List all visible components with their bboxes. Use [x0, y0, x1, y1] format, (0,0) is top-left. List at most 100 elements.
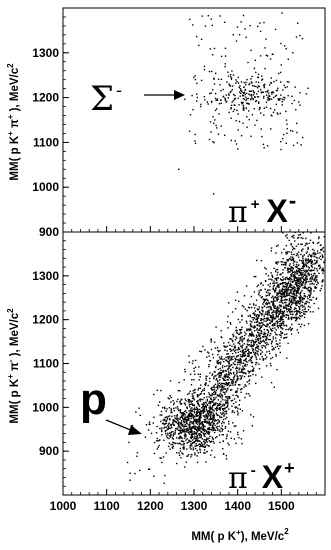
data-point	[307, 258, 309, 260]
data-point	[199, 436, 201, 439]
data-point	[258, 292, 260, 294]
data-point	[187, 417, 189, 419]
data-point	[199, 376, 201, 378]
data-point	[248, 110, 250, 112]
data-point	[282, 283, 284, 285]
data-point	[197, 452, 200, 454]
data-point	[219, 430, 221, 433]
data-point	[202, 415, 205, 417]
data-point	[267, 306, 269, 308]
data-point	[312, 242, 315, 244]
data-point	[299, 300, 301, 302]
data-point	[213, 389, 215, 391]
data-point	[147, 429, 150, 431]
data-point	[198, 443, 200, 446]
data-point	[240, 92, 242, 95]
data-point	[277, 244, 279, 247]
data-point	[283, 99, 285, 101]
data-point	[243, 337, 245, 339]
data-point	[194, 133, 196, 136]
data-point	[219, 416, 221, 419]
data-point	[264, 47, 266, 49]
data-point	[279, 305, 281, 307]
data-point	[239, 378, 242, 380]
data-point	[193, 404, 196, 406]
data-point	[287, 278, 289, 280]
data-point	[212, 419, 214, 422]
data-point	[280, 330, 282, 333]
data-point	[260, 331, 263, 333]
data-point	[188, 410, 190, 412]
data-point	[260, 352, 262, 355]
data-point	[247, 354, 250, 356]
data-point	[273, 284, 275, 287]
data-point	[240, 391, 242, 393]
data-point	[291, 258, 293, 260]
data-point	[300, 274, 303, 277]
data-point	[252, 373, 254, 376]
data-point	[286, 237, 288, 239]
data-point	[211, 100, 213, 103]
data-point	[228, 302, 230, 304]
data-point	[230, 384, 232, 386]
data-point	[267, 343, 269, 346]
data-point	[214, 375, 216, 377]
x-tick-label: 1400	[224, 499, 251, 513]
data-point	[210, 348, 213, 351]
data-point	[277, 98, 279, 100]
data-point	[194, 142, 197, 145]
data-point	[196, 410, 199, 412]
data-point	[271, 300, 273, 303]
data-point	[314, 275, 317, 277]
data-point	[191, 427, 193, 429]
data-point	[227, 327, 229, 329]
data-point	[240, 101, 243, 104]
data-point	[275, 279, 278, 282]
data-point	[283, 285, 285, 287]
data-point	[208, 355, 210, 357]
data-point	[307, 87, 309, 89]
data-point	[263, 147, 265, 149]
data-point	[288, 279, 290, 281]
data-point	[177, 418, 180, 420]
data-point	[203, 407, 206, 409]
data-point	[170, 425, 172, 427]
data-point	[246, 328, 248, 330]
data-point	[222, 399, 224, 401]
data-point	[228, 360, 230, 363]
data-point	[241, 326, 243, 328]
data-point	[275, 245, 278, 247]
data-point	[198, 44, 200, 47]
data-point	[310, 276, 312, 279]
data-point	[294, 283, 296, 285]
data-point	[296, 287, 298, 289]
data-point	[185, 430, 188, 432]
data-point	[239, 375, 241, 377]
data-point	[179, 390, 181, 392]
data-point	[192, 427, 195, 429]
data-point	[222, 408, 224, 410]
data-point	[232, 402, 235, 405]
data-point	[299, 299, 302, 302]
data-point	[190, 408, 192, 410]
data-point	[199, 350, 201, 352]
data-point	[285, 298, 287, 300]
data-point	[218, 420, 220, 422]
data-point	[251, 365, 253, 368]
data-point	[248, 372, 250, 374]
data-point	[302, 301, 304, 303]
data-point	[277, 283, 280, 286]
data-point	[239, 384, 241, 386]
data-point	[220, 78, 223, 80]
data-point	[253, 314, 256, 316]
data-point	[287, 308, 290, 310]
data-point	[164, 407, 166, 410]
data-point	[301, 297, 304, 299]
data-point	[216, 127, 218, 129]
data-point	[249, 359, 251, 361]
data-point	[224, 425, 227, 428]
data-point	[259, 55, 262, 57]
data-point	[208, 422, 210, 424]
data-point	[301, 304, 303, 306]
data-point	[288, 316, 290, 318]
